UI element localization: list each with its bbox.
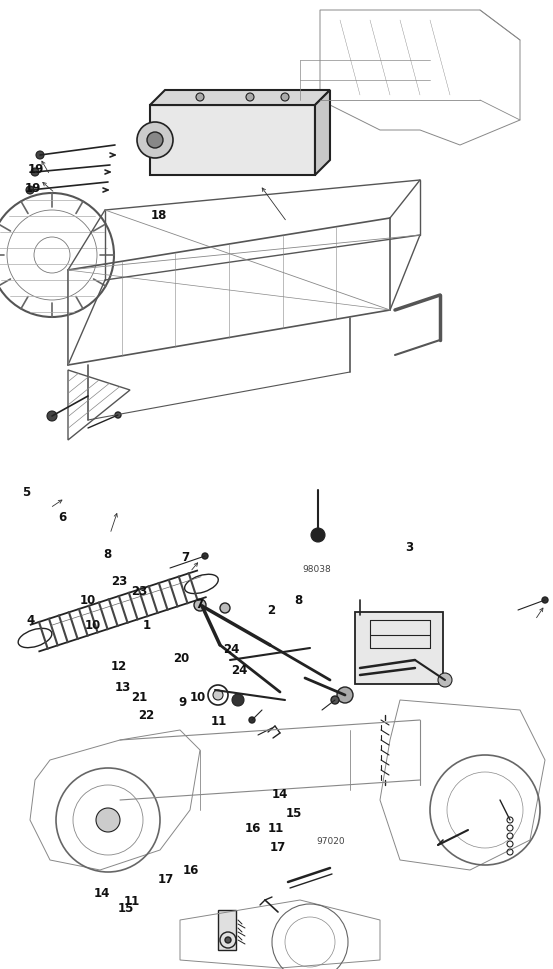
- Text: 15: 15: [118, 902, 134, 916]
- Text: 11: 11: [210, 715, 227, 729]
- Text: 7: 7: [195, 598, 203, 611]
- Text: 9: 9: [179, 696, 186, 709]
- Text: 5: 5: [23, 485, 30, 499]
- Circle shape: [31, 168, 39, 176]
- Text: 22: 22: [138, 708, 155, 722]
- Circle shape: [337, 687, 353, 703]
- Circle shape: [196, 93, 204, 101]
- Text: 8: 8: [104, 547, 112, 561]
- Text: 98038: 98038: [302, 565, 331, 575]
- Bar: [150, 105, 315, 175]
- Circle shape: [115, 412, 121, 418]
- Circle shape: [26, 186, 34, 194]
- Text: 15: 15: [286, 807, 302, 821]
- Circle shape: [331, 696, 339, 704]
- Polygon shape: [315, 90, 330, 175]
- Text: 14: 14: [94, 887, 111, 900]
- Text: 4: 4: [27, 613, 34, 627]
- Text: 97020: 97020: [316, 836, 345, 846]
- Circle shape: [249, 717, 255, 723]
- Text: 12: 12: [111, 660, 127, 673]
- Text: 11: 11: [267, 822, 284, 835]
- Circle shape: [220, 603, 230, 613]
- Text: 8: 8: [295, 594, 302, 608]
- Circle shape: [36, 151, 44, 159]
- Circle shape: [281, 93, 289, 101]
- Polygon shape: [150, 90, 330, 105]
- Text: 14: 14: [272, 788, 288, 801]
- Text: 16: 16: [245, 822, 262, 835]
- Text: 23: 23: [131, 584, 148, 598]
- Text: 24: 24: [223, 642, 239, 656]
- Circle shape: [137, 122, 173, 158]
- Text: 19: 19: [28, 163, 44, 176]
- Circle shape: [96, 808, 120, 832]
- Text: 3: 3: [405, 541, 413, 554]
- Text: 10: 10: [79, 594, 96, 608]
- Circle shape: [47, 411, 57, 421]
- Text: 2: 2: [267, 604, 275, 617]
- Bar: [355, 612, 443, 684]
- Circle shape: [147, 132, 163, 148]
- Text: 21: 21: [131, 691, 148, 704]
- Text: 20: 20: [173, 652, 190, 666]
- Circle shape: [225, 937, 231, 943]
- Text: 17: 17: [158, 873, 174, 887]
- Circle shape: [246, 93, 254, 101]
- Text: 17: 17: [269, 841, 286, 855]
- Circle shape: [438, 673, 452, 687]
- Text: 7: 7: [181, 550, 189, 564]
- Text: 16: 16: [182, 863, 199, 877]
- Text: 13: 13: [114, 681, 131, 695]
- Circle shape: [213, 690, 223, 700]
- Text: 10: 10: [190, 691, 206, 704]
- Text: 11: 11: [123, 894, 140, 908]
- Circle shape: [232, 694, 244, 706]
- Circle shape: [202, 553, 208, 559]
- Text: 6: 6: [58, 511, 66, 524]
- Circle shape: [542, 597, 548, 603]
- Text: 24: 24: [231, 664, 247, 677]
- Text: 10: 10: [85, 618, 101, 632]
- Text: 18: 18: [151, 208, 168, 222]
- Bar: [218, 910, 236, 950]
- Text: 19: 19: [25, 182, 41, 196]
- Circle shape: [194, 599, 206, 611]
- Text: 23: 23: [111, 575, 127, 588]
- Text: 1: 1: [143, 618, 150, 632]
- Circle shape: [311, 528, 325, 542]
